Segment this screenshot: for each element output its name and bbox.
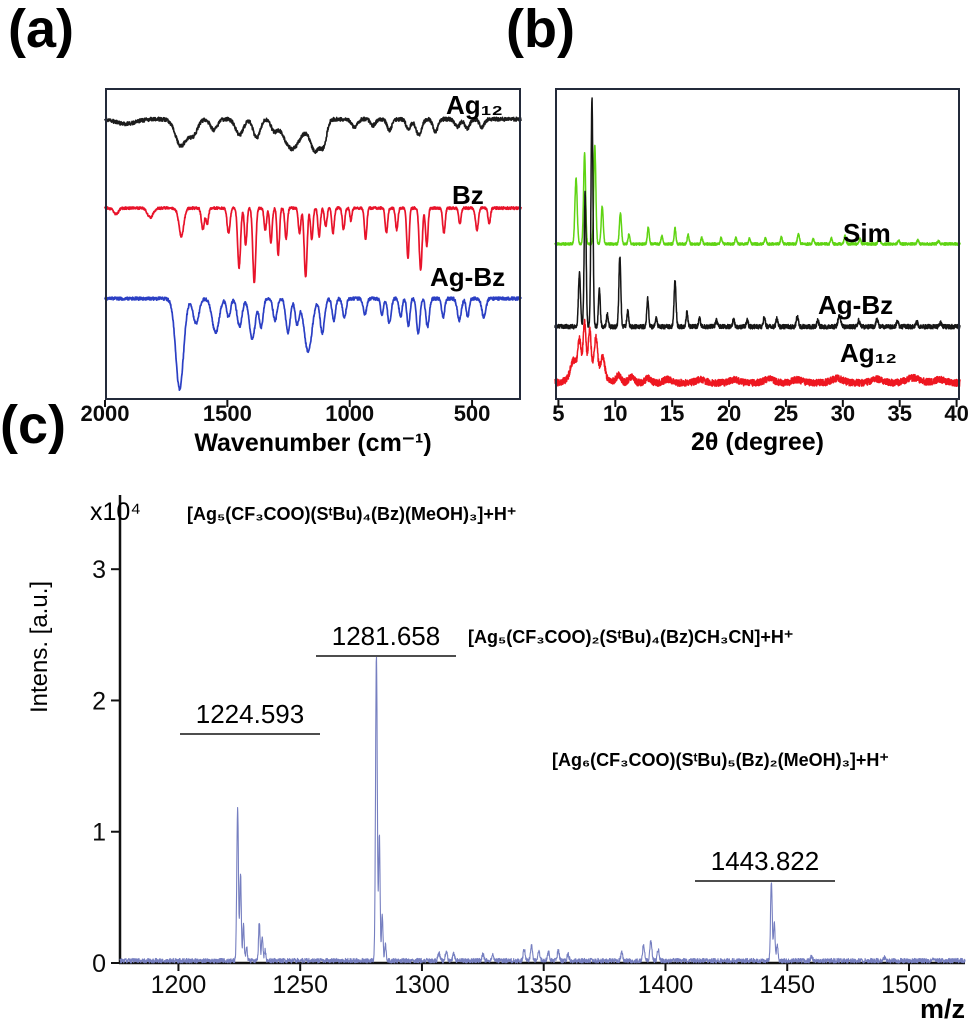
xrd-x-tick-label: 15 <box>660 401 684 426</box>
xrd-x-tick-label: 25 <box>774 401 798 426</box>
ir-series-1-trace <box>104 206 522 284</box>
xrd-series-0-trace <box>554 144 961 246</box>
ir-x-axis-title: Wavenumber (cm⁻¹) <box>194 429 432 457</box>
xrd-trace-label-sim: Sim <box>843 218 891 248</box>
ms-annotation-1: [Ag₅(CF₃COO)(SᵗBu)₄(Bz)(MeOH)₃]+H⁺ <box>187 504 517 524</box>
ms-x-tick-label: 1250 <box>272 971 328 999</box>
xrd-x-tick-label: 40 <box>944 401 968 426</box>
xrd-x-axis-title: 2θ (degree) <box>691 428 824 456</box>
xrd-plot-frame <box>555 88 960 400</box>
xrd-series-2-trace <box>554 318 961 388</box>
ms-trace <box>119 656 966 964</box>
panel-a-label: (a) <box>8 0 74 59</box>
ms-peak-label-1443: 1443.822 <box>695 846 835 882</box>
ms-y-scale-label: x10⁴ <box>90 498 142 526</box>
ms-x-tick-label: 1350 <box>516 971 572 999</box>
ms-annotation-3: [Ag₆(CF₃COO)(SᵗBu)₅(Bz)₂(MeOH)₃]+H⁺ <box>552 750 889 770</box>
ms-y-axis-title: Intens. [a.u.] <box>26 580 53 714</box>
ms-annotation-2: [Ag₅(CF₃COO)₂(SᵗBu)₄(Bz)CH₃CN]+H⁺ <box>468 627 794 647</box>
ir-series-0-trace <box>104 116 522 155</box>
xrd-x-tick-label: 30 <box>831 401 855 426</box>
ir-x-tick-label: 1000 <box>325 401 374 426</box>
ir-x-tick-label: 1500 <box>203 401 252 426</box>
xrd-x-tick-label: 5 <box>552 401 564 426</box>
xrd-x-tick-label: 10 <box>603 401 627 426</box>
ir-trace-label-ag12: Ag₁₂ <box>446 90 503 120</box>
ms-peak-label-1281: 1281.658 <box>316 621 456 657</box>
ir-series-2-trace <box>104 296 522 392</box>
ms-peak-label-1224: 1224.593 <box>180 699 320 735</box>
ms-x-axis-title: m/z <box>920 994 966 1024</box>
ir-trace-label-agbz: Ag-Bz <box>430 262 506 292</box>
xrd-series-1-trace <box>554 97 961 330</box>
ms-y-tick-label: 1 <box>92 819 106 847</box>
ms-y-tick-label: 2 <box>92 687 106 715</box>
ms-x-tick-label: 1400 <box>638 971 694 999</box>
xrd-x-tick-label: 35 <box>887 401 911 426</box>
ir-plot-frame <box>105 88 521 400</box>
xrd-x-tick-label: 20 <box>717 401 741 426</box>
ir-trace-label-bz: Bz <box>452 180 484 210</box>
ms-x-tick-label: 1200 <box>151 971 207 999</box>
ms-x-tick-label: 1450 <box>759 971 815 999</box>
panel-b-label: (b) <box>506 0 575 59</box>
panel-c-label: (c) <box>0 395 66 455</box>
xrd-trace-label-ag12: Ag₁₂ <box>840 338 897 368</box>
xrd-trace-label-agbz: Ag-Bz <box>818 290 894 320</box>
ms-x-tick-label: 1300 <box>394 971 450 999</box>
ms-x-tick-label: 1500 <box>881 971 937 999</box>
ir-x-tick-label: 500 <box>454 401 491 426</box>
ms-y-tick-label: 3 <box>92 556 106 584</box>
ms-y-tick-label: 0 <box>92 950 106 978</box>
ir-x-tick-label: 2000 <box>81 401 130 426</box>
